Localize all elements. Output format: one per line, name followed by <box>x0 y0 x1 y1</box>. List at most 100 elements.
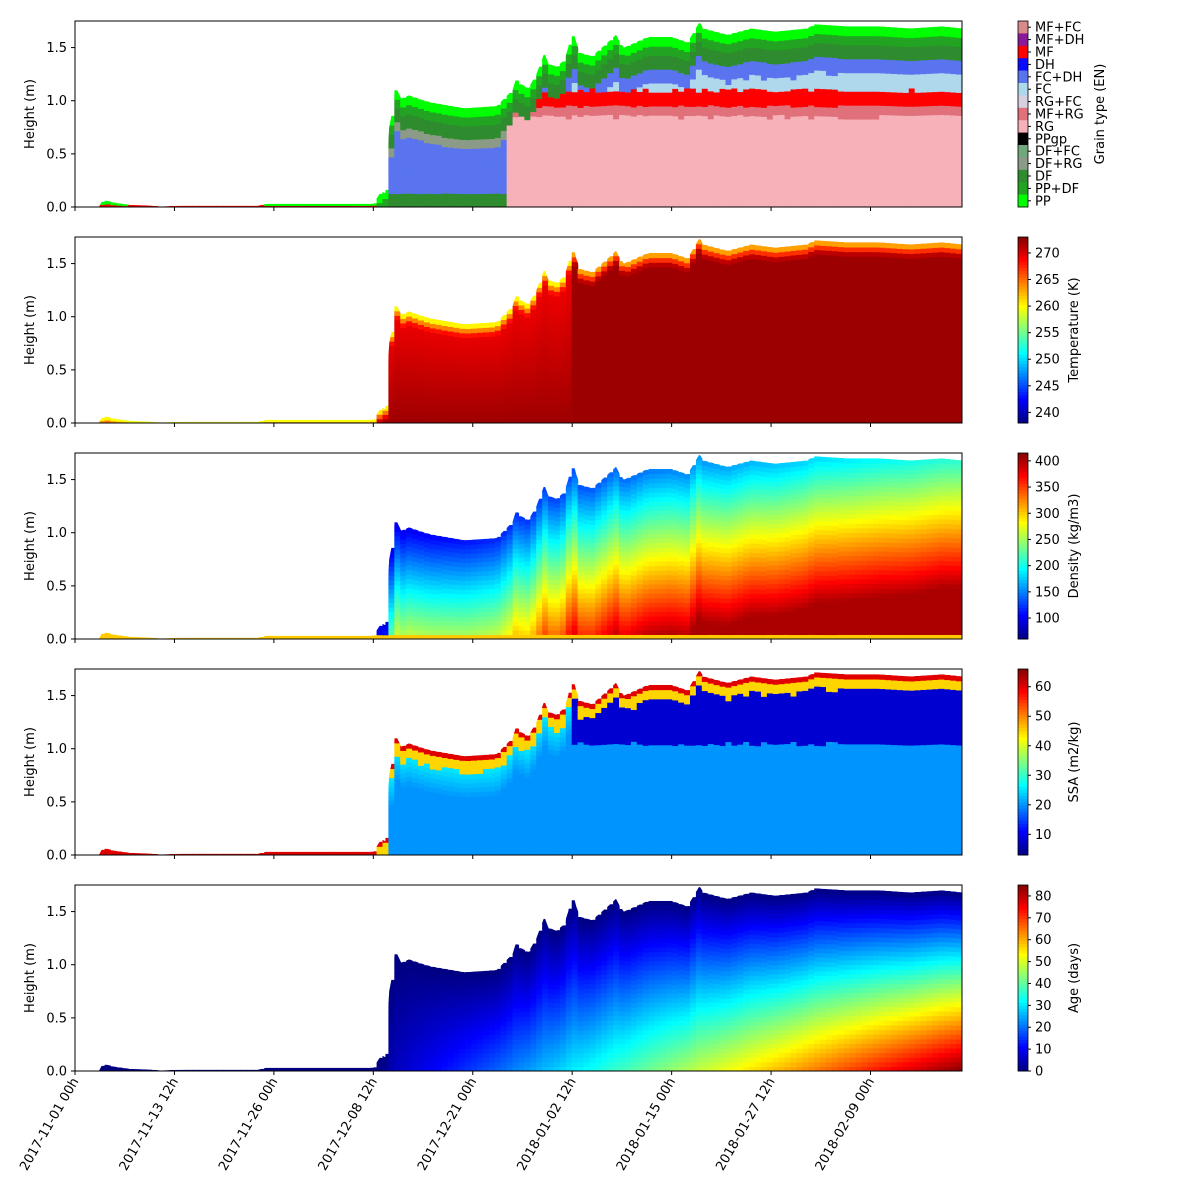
heatmap-cell <box>678 128 685 134</box>
heatmap-cell <box>435 409 443 415</box>
heatmap-cell <box>790 38 798 45</box>
heatmap-cell <box>648 161 656 167</box>
heatmap-cell <box>624 303 632 309</box>
heatmap-cell <box>654 170 662 176</box>
heatmap-cell <box>619 142 626 148</box>
heatmap-cell <box>589 409 596 415</box>
heatmap-cell <box>867 35 874 41</box>
heatmap-cell <box>654 252 662 259</box>
heatmap-cell <box>731 46 738 52</box>
heatmap-cell <box>719 60 727 67</box>
heatmap-cell <box>518 179 526 185</box>
heatmap-cell <box>672 413 679 420</box>
heatmap-cell <box>370 419 378 422</box>
heatmap-cell <box>435 387 443 393</box>
heatmap-cell <box>453 197 460 204</box>
heatmap-cell <box>784 202 792 207</box>
heatmap-cell <box>423 354 431 360</box>
heatmap-cell <box>825 38 833 44</box>
heatmap-cell <box>737 119 744 125</box>
heatmap-cell <box>483 197 490 204</box>
heatmap-cell <box>672 299 679 305</box>
heatmap-cell <box>234 421 242 423</box>
heatmap-cell <box>956 55 962 61</box>
heatmap-cell <box>790 134 798 140</box>
heatmap-cell <box>459 121 466 127</box>
heatmap-cell <box>678 348 685 355</box>
heatmap-cell <box>873 77 880 83</box>
heatmap-cell <box>926 100 934 107</box>
heatmap-cell <box>920 142 928 148</box>
heatmap-cell <box>553 97 561 104</box>
heatmap-cell <box>642 37 650 44</box>
heatmap-cell <box>642 79 650 85</box>
heatmap-cell <box>453 161 460 167</box>
heatmap-cell <box>636 284 644 290</box>
heatmap-cell <box>453 409 460 415</box>
heatmap-cell <box>435 175 443 181</box>
heatmap-cell <box>831 202 839 207</box>
heatmap-cell <box>530 125 537 131</box>
heatmap-cell <box>808 146 815 152</box>
heatmap-cell <box>914 64 922 70</box>
heatmap-cell <box>583 326 591 332</box>
heatmap-cell <box>536 116 543 122</box>
heatmap-cell <box>536 341 543 347</box>
heatmap-cell <box>790 61 798 67</box>
heatmap-cell <box>542 330 549 337</box>
heatmap-cell <box>388 179 395 185</box>
heatmap-cell <box>755 152 762 158</box>
heatmap-cell <box>814 147 821 153</box>
heatmap-cell <box>417 337 425 343</box>
heatmap-cell <box>412 372 419 378</box>
heatmap-cell <box>684 115 691 121</box>
heatmap-cell <box>956 73 962 80</box>
heatmap-cell <box>471 355 478 361</box>
heatmap-cell <box>731 142 738 149</box>
heatmap-cell <box>790 129 798 135</box>
heatmap-cell <box>902 110 910 116</box>
heatmap-cell <box>701 120 709 126</box>
heatmap-cell <box>494 404 502 410</box>
heatmap-cell <box>589 271 596 277</box>
heatmap-cell <box>465 107 472 114</box>
heatmap-cell <box>831 25 839 31</box>
heatmap-cell <box>595 124 602 130</box>
heatmap-cell <box>553 377 561 383</box>
heatmap-cell <box>595 188 602 194</box>
heatmap-cell <box>737 109 744 116</box>
heatmap-cell <box>796 61 803 67</box>
heatmap-cell <box>701 147 709 153</box>
heatmap-cell <box>512 139 520 145</box>
heatmap-cell <box>778 63 786 69</box>
heatmap-cell <box>719 65 727 71</box>
heatmap-cell <box>630 125 638 131</box>
heatmap-cell <box>873 160 880 166</box>
heatmap-cell <box>571 409 579 415</box>
heatmap-cell <box>329 203 336 206</box>
heatmap-cell <box>879 58 886 65</box>
heatmap-cell <box>571 73 579 79</box>
heatmap-cell <box>914 161 922 167</box>
heatmap-cell <box>896 133 904 139</box>
heatmap-cell <box>441 381 449 387</box>
heatmap-cell <box>542 64 549 70</box>
heatmap-cell <box>772 179 780 185</box>
heatmap-cell <box>471 157 478 163</box>
heatmap-cell <box>666 340 673 346</box>
heatmap-cell <box>707 58 715 64</box>
heatmap-cell <box>825 52 833 58</box>
heatmap-cell <box>678 372 685 378</box>
heatmap-cell <box>879 119 886 125</box>
heatmap-cell <box>713 124 721 130</box>
heatmap-cell <box>896 170 904 176</box>
heatmap-cell <box>565 151 573 157</box>
heatmap-cell <box>737 133 744 139</box>
heatmap-cell <box>944 174 951 180</box>
heatmap-cell <box>607 142 614 148</box>
heatmap-cell <box>719 175 727 181</box>
heatmap-cell <box>400 391 407 397</box>
heatmap-cell <box>737 188 744 194</box>
heatmap-cell <box>873 169 880 176</box>
heatmap-cell <box>589 78 596 84</box>
